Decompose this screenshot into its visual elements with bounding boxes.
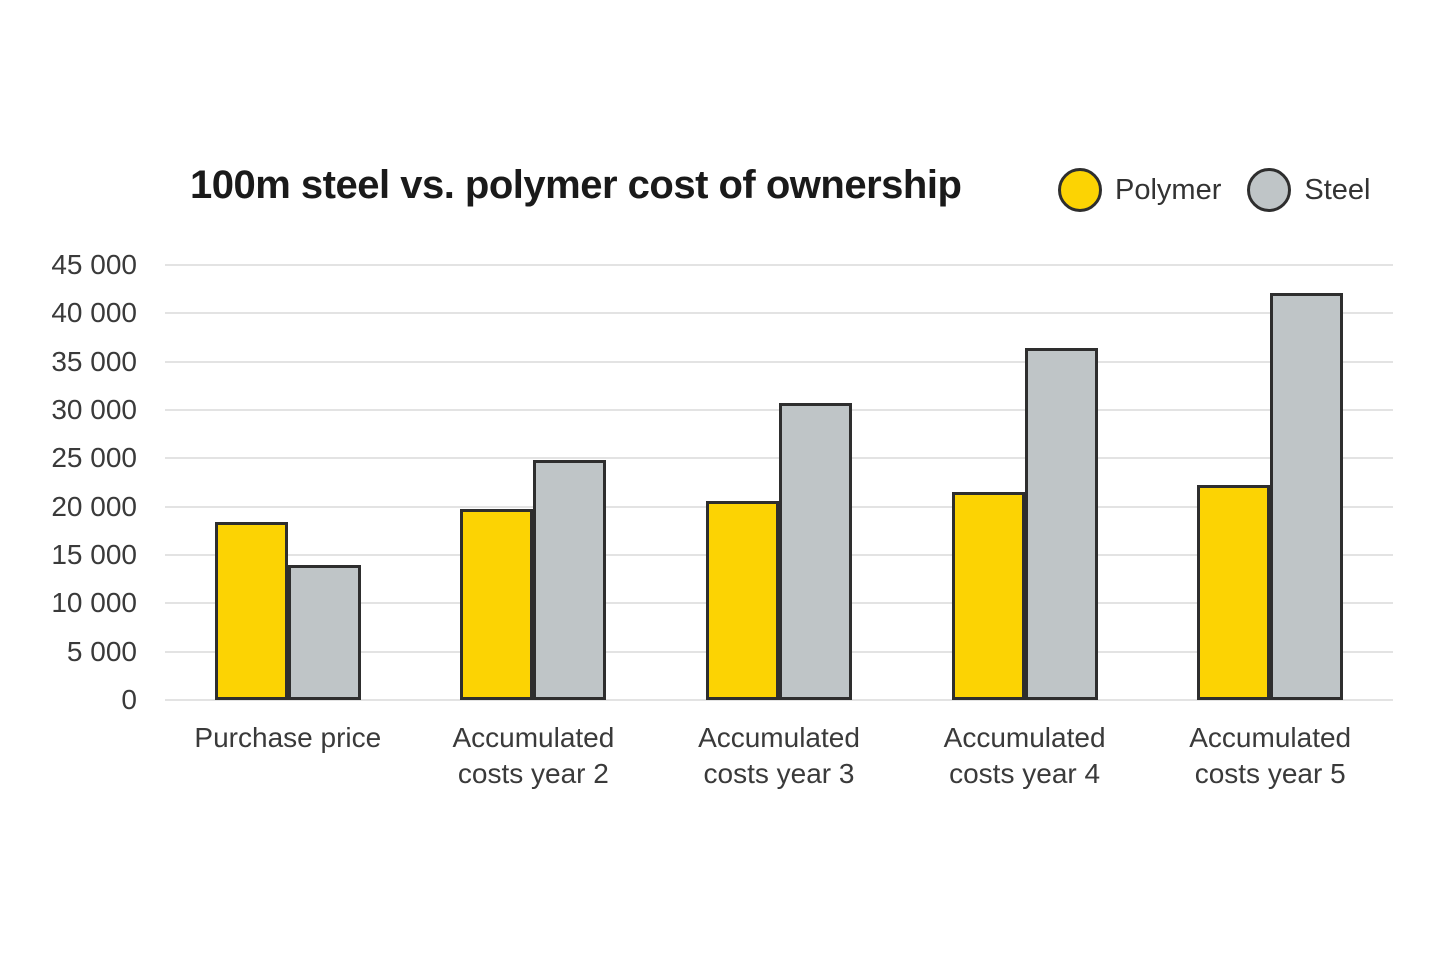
legend-item-steel: Steel <box>1247 168 1370 212</box>
x-category-label: Accumulated costs year 2 <box>452 722 615 789</box>
x-category-label: Accumulated costs year 3 <box>698 722 860 789</box>
y-tick-label: 40 000 <box>51 297 137 329</box>
y-tick-label: 15 000 <box>51 539 137 570</box>
x-category-label: Purchase price <box>194 722 382 753</box>
steel-swatch-icon <box>1247 168 1292 212</box>
legend: Polymer Steel <box>1058 168 1370 212</box>
y-tick-label: 30 000 <box>51 394 137 425</box>
bar-steel-0 <box>287 564 361 700</box>
bar-steel-3 <box>1024 348 1098 700</box>
polymer-swatch-icon <box>1058 168 1102 212</box>
x-category-label: Accumulated costs year 4 <box>943 722 1106 789</box>
gridline <box>165 699 1393 701</box>
gridline <box>165 360 1393 363</box>
x-category-label: Accumulated costs year 5 <box>1189 722 1352 789</box>
y-tick-label: 25 000 <box>51 442 137 474</box>
legend-label-polymer: Polymer <box>1115 173 1222 206</box>
y-tick-label: 0 <box>121 684 137 715</box>
chart-title: 100m steel vs. polymer cost of ownership <box>190 163 962 207</box>
gridline <box>165 264 1393 266</box>
legend-item-polymer: Polymer <box>1058 168 1221 212</box>
bar-steel-2 <box>779 403 852 700</box>
bar-steel-1 <box>533 460 607 700</box>
y-tick-label: 45 000 <box>51 249 137 280</box>
bar-polymer-2 <box>706 500 779 700</box>
bar-polymer-3 <box>951 492 1025 700</box>
legend-label-steel: Steel <box>1304 173 1371 206</box>
y-tick-label: 10 000 <box>51 587 137 619</box>
bar-polymer-0 <box>214 522 288 700</box>
gridline <box>165 312 1393 315</box>
bar-steel-4 <box>1270 293 1344 700</box>
y-tick-label: 35 000 <box>51 345 137 377</box>
bar-polymer-4 <box>1197 485 1271 700</box>
bar-polymer-1 <box>460 508 534 700</box>
y-tick-label: 5 000 <box>66 635 137 667</box>
plot-area: 0 5 000 10 000 15 000 20 000 25 000 30 000 35 0… <box>51 249 1393 789</box>
y-tick-label: 20 000 <box>51 490 137 522</box>
